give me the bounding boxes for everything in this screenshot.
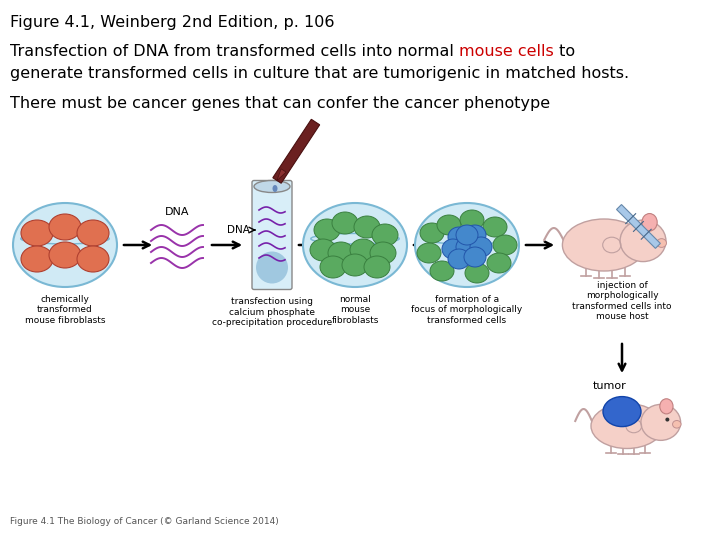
Text: mouse cells: mouse cells — [459, 44, 554, 59]
Text: DNA: DNA — [165, 207, 189, 217]
Ellipse shape — [493, 235, 517, 255]
Text: Figure 4.1 The Biology of Cancer (© Garland Science 2014): Figure 4.1 The Biology of Cancer (© Garl… — [10, 517, 279, 526]
Ellipse shape — [303, 203, 407, 287]
Ellipse shape — [364, 256, 390, 278]
Ellipse shape — [642, 213, 657, 231]
Ellipse shape — [372, 224, 398, 246]
Ellipse shape — [465, 263, 489, 283]
Text: formation of a
focus of morphologically
transformed cells: formation of a focus of morphologically … — [411, 295, 523, 325]
Ellipse shape — [464, 247, 486, 267]
Ellipse shape — [350, 239, 376, 261]
Ellipse shape — [320, 256, 346, 278]
Text: to: to — [554, 44, 575, 59]
Text: generate transformed cells in culture that are tumorigenic in matched hosts.: generate transformed cells in culture th… — [10, 66, 629, 81]
Ellipse shape — [460, 210, 484, 230]
Text: Transfection of DNA from transformed cells into normal: Transfection of DNA from transformed cel… — [10, 44, 459, 59]
Ellipse shape — [487, 253, 511, 273]
Ellipse shape — [314, 219, 340, 241]
FancyBboxPatch shape — [252, 180, 292, 289]
Ellipse shape — [49, 242, 81, 268]
Ellipse shape — [13, 203, 117, 287]
Ellipse shape — [591, 403, 663, 449]
Polygon shape — [616, 205, 660, 248]
Ellipse shape — [483, 217, 507, 237]
Ellipse shape — [649, 235, 652, 240]
Text: There must be cancer genes that can confer the cancer phenotype: There must be cancer genes that can conf… — [10, 96, 550, 111]
Ellipse shape — [456, 237, 478, 257]
Ellipse shape — [272, 185, 277, 192]
Ellipse shape — [328, 242, 354, 264]
Ellipse shape — [562, 219, 646, 271]
Ellipse shape — [310, 239, 336, 261]
Ellipse shape — [672, 421, 681, 428]
Ellipse shape — [448, 249, 470, 269]
Ellipse shape — [417, 243, 441, 263]
Ellipse shape — [49, 214, 81, 240]
Text: chemically
transformed
mouse fibroblasts: chemically transformed mouse fibroblasts — [24, 295, 105, 325]
Ellipse shape — [254, 180, 290, 192]
Ellipse shape — [21, 220, 53, 246]
Ellipse shape — [657, 239, 667, 247]
Ellipse shape — [437, 215, 461, 235]
Text: DNA: DNA — [227, 225, 250, 235]
Ellipse shape — [332, 212, 358, 234]
Ellipse shape — [660, 399, 673, 414]
Ellipse shape — [420, 223, 444, 243]
Ellipse shape — [430, 261, 454, 281]
Text: tumor: tumor — [593, 381, 627, 391]
Text: injection of
morphologically
transformed cells into
mouse host: injection of morphologically transformed… — [572, 281, 672, 321]
Ellipse shape — [77, 246, 109, 272]
Ellipse shape — [77, 220, 109, 246]
Ellipse shape — [370, 242, 396, 264]
Ellipse shape — [470, 237, 492, 257]
Ellipse shape — [665, 417, 670, 422]
Ellipse shape — [448, 227, 470, 247]
Ellipse shape — [256, 252, 288, 284]
Ellipse shape — [464, 225, 486, 245]
Polygon shape — [277, 169, 286, 180]
Ellipse shape — [603, 396, 641, 427]
Ellipse shape — [641, 404, 680, 440]
Text: Figure 4.1, Weinberg 2nd Edition, p. 106: Figure 4.1, Weinberg 2nd Edition, p. 106 — [10, 15, 335, 30]
Ellipse shape — [415, 203, 519, 287]
Ellipse shape — [442, 239, 464, 259]
Ellipse shape — [354, 216, 380, 238]
Ellipse shape — [342, 254, 368, 276]
Ellipse shape — [456, 225, 478, 245]
Ellipse shape — [21, 246, 53, 272]
Polygon shape — [273, 119, 320, 183]
Ellipse shape — [620, 220, 666, 261]
Text: normal
mouse
fibroblasts: normal mouse fibroblasts — [331, 295, 379, 325]
Text: transfection using
calcium phosphate
co-precipitation procedure: transfection using calcium phosphate co-… — [212, 298, 332, 327]
